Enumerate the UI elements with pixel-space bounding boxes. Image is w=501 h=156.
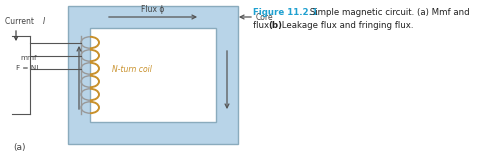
Text: Core: Core <box>256 12 273 22</box>
Text: (b): (b) <box>268 21 282 30</box>
Bar <box>90 28 215 122</box>
Text: Simple magnetic circuit. (a) Mmf and: Simple magnetic circuit. (a) Mmf and <box>307 8 469 17</box>
Text: Current: Current <box>5 17 36 25</box>
Text: flux.: flux. <box>253 21 274 30</box>
Bar <box>68 6 237 144</box>
Text: I: I <box>43 17 45 25</box>
Text: mmf: mmf <box>20 55 37 61</box>
Text: (a): (a) <box>13 143 26 152</box>
Text: F = NI: F = NI <box>16 65 38 71</box>
Text: N-turn coil: N-turn coil <box>112 66 152 75</box>
Text: Flux ϕ: Flux ϕ <box>141 5 164 14</box>
Text: Figure 11.2.1: Figure 11.2.1 <box>253 8 317 17</box>
Text: Leakage flux and fringing flux.: Leakage flux and fringing flux. <box>279 21 413 30</box>
